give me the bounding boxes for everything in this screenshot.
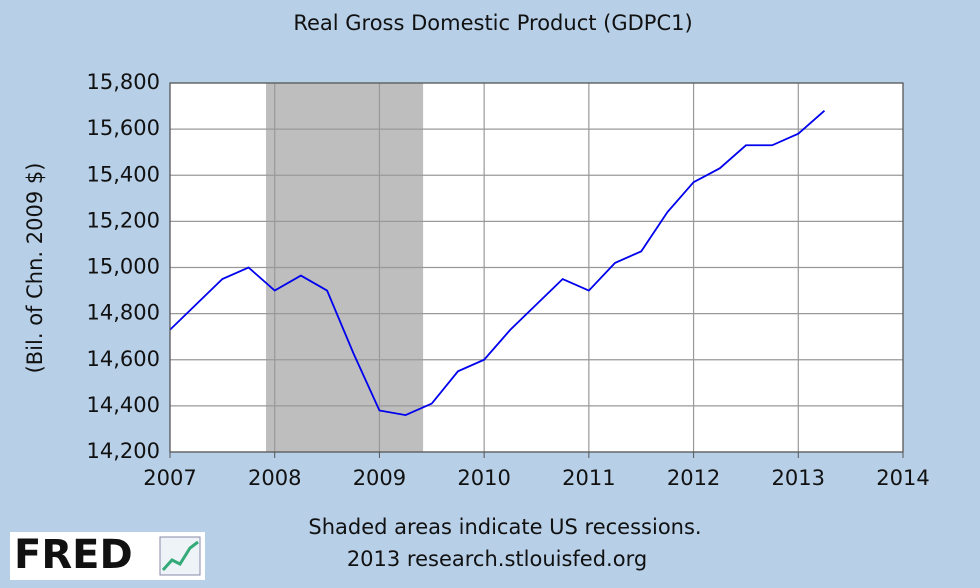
source: 2013 research.stlouisfed.org (347, 547, 647, 571)
marks (169, 82, 904, 453)
y-tick-label: 15,200 (87, 208, 160, 232)
x-tick-label: 2014 (876, 466, 929, 490)
x-tick-label: 2010 (457, 466, 510, 490)
y-tick-label: 14,600 (87, 347, 160, 371)
chart-title: Real Gross Domestic Product (GDPC1) (293, 11, 692, 35)
plot-frame (169, 82, 904, 453)
y-tick-label: 15,000 (87, 255, 160, 279)
x-tick-label: 2009 (353, 466, 406, 490)
y-tick-label: 14,800 (87, 301, 160, 325)
data-line (169, 109, 826, 417)
y-axis-label: (Bil. of Chn. 2009 $) (23, 163, 47, 374)
logo: FRED (14, 532, 133, 578)
x-tick-label: 2012 (667, 466, 720, 490)
logo-icon (159, 536, 201, 576)
y-tick-label: 15,600 (87, 116, 160, 140)
x-tick-label: 2007 (143, 466, 196, 490)
x-tick-label: 2011 (562, 466, 615, 490)
x-tick-label: 2008 (248, 466, 301, 490)
y-tick-label: 14,400 (87, 393, 160, 417)
logo-icon-line (161, 540, 199, 572)
y-tick-label: 15,800 (87, 70, 160, 94)
y-tick-label: 15,400 (87, 162, 160, 186)
note: Shaded areas indicate US recessions. (308, 515, 701, 539)
y-tick-label: 14,200 (87, 439, 160, 463)
x-tick-label: 2013 (772, 466, 825, 490)
